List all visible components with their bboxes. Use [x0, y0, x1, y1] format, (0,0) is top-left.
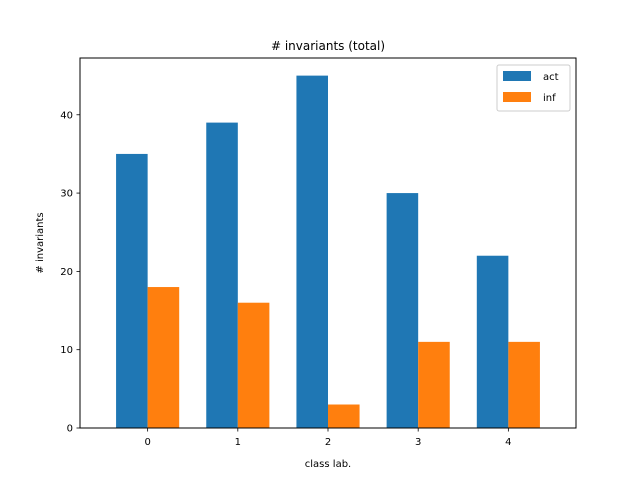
x-tick-label-2: 2 [325, 437, 331, 448]
chart-title: # invariants (total) [271, 39, 385, 53]
x-tick-label-4: 4 [505, 437, 511, 448]
bar-act-1 [206, 122, 238, 428]
y-tick-label-30: 30 [60, 189, 73, 200]
x-tick-label-0: 0 [144, 437, 150, 448]
y-axis-ticks: 0 10 20 30 40 [60, 110, 80, 435]
bar-act-4 [476, 255, 509, 428]
legend-swatch-inf [503, 92, 531, 102]
x-axis-ticks: 0 1 2 3 4 [144, 428, 512, 448]
y-tick-label-10: 10 [60, 345, 73, 356]
legend-swatch-act [503, 71, 531, 81]
y-tick-label-40: 40 [60, 110, 73, 121]
bar-act-3 [386, 193, 419, 428]
bar-inf-0 [147, 287, 180, 428]
bar-inf-1 [237, 302, 270, 428]
bar-inf-3 [418, 341, 450, 428]
legend-label-act: act [543, 72, 559, 83]
x-axis-label: class lab. [305, 459, 351, 470]
legend: act inf [496, 64, 571, 112]
bar-inf-2 [328, 404, 360, 428]
y-axis-label: # invariants [35, 212, 46, 273]
legend-label-inf: inf [543, 93, 556, 104]
y-tick-label-0: 0 [67, 424, 73, 435]
bar-inf-4 [508, 341, 540, 428]
y-tick-label-20: 20 [60, 267, 73, 278]
x-tick-label-1: 1 [235, 437, 241, 448]
bar-act-2 [296, 75, 328, 428]
x-tick-label-3: 3 [415, 437, 421, 448]
bars-layer [116, 75, 540, 429]
bar-act-0 [116, 153, 148, 429]
